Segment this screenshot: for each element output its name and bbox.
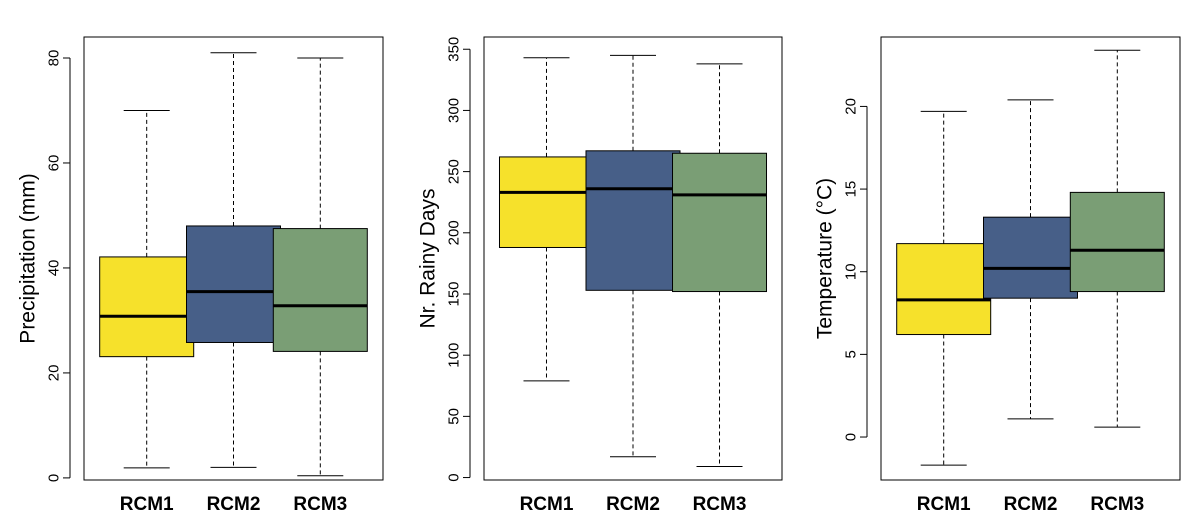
iqr-box: [272, 228, 368, 352]
x-category-label: RCM2: [1004, 494, 1058, 515]
plot-frame: [880, 36, 1181, 481]
y-tick-label: 350: [446, 37, 463, 62]
x-category-label: RCM3: [293, 494, 347, 515]
y-tick-label: 10: [843, 263, 860, 280]
y-tick-label: 5: [843, 350, 860, 358]
box-rcm3: RCM3: [672, 63, 768, 515]
x-category-label: RCM3: [1090, 494, 1144, 515]
box-rcm1: RCM1: [896, 110, 992, 515]
y-tick-label: 300: [446, 98, 463, 123]
x-category-label: RCM3: [693, 494, 747, 515]
x-category-label: RCM1: [917, 494, 971, 515]
y-tick-label: 50: [446, 408, 463, 425]
iqr-box: [1069, 191, 1165, 293]
box-rcm1: RCM1: [99, 109, 195, 515]
panel-3: 0 5 10 15 20 Temperature (°C) RCM1 RCM2 RCM3: [814, 36, 1181, 515]
panel-1: 0 20 40 60 80 Precipitation (mm) RCM1 RCM2 RCM3: [17, 36, 384, 515]
iqr-box: [99, 256, 195, 358]
x-category-label: RCM2: [606, 494, 660, 515]
y-axis-title: Temperature (°C): [814, 178, 837, 339]
iqr-box: [186, 225, 281, 343]
x-category-label: RCM1: [120, 494, 174, 515]
iqr-box: [672, 152, 768, 293]
y-tick-label: 200: [446, 220, 463, 245]
y-tick-label: 20: [46, 365, 63, 382]
plot-frame: [483, 36, 783, 481]
panel-2: 0 50 100 150 200 250 300 350 Nr. Rainy Days RCM1 R…: [417, 36, 783, 515]
box-rcm2: RCM2: [585, 54, 681, 515]
box-rcm3: RCM3: [1069, 49, 1165, 515]
y-tick-label: 150: [446, 281, 463, 306]
iqr-box: [983, 216, 1078, 299]
x-category-label: RCM1: [520, 494, 574, 515]
y-tick-label: 20: [843, 98, 860, 115]
box-rcm2: RCM2: [983, 99, 1078, 515]
y-tick-label: 100: [446, 343, 463, 368]
box-rcm2: RCM2: [186, 52, 281, 515]
iqr-box: [585, 150, 681, 291]
y-tick-label: 40: [46, 260, 63, 277]
y-axis-title: Precipitation (mm): [17, 173, 40, 343]
box-rcm3: RCM3: [272, 57, 368, 515]
plot-frame: [83, 36, 384, 481]
y-tick-label: 0: [446, 473, 463, 481]
y-tick-label: 0: [843, 433, 860, 441]
y-tick-label: 80: [46, 50, 63, 67]
y-tick-label: 15: [843, 181, 860, 198]
iqr-box: [498, 156, 594, 248]
y-axis-title: Nr. Rainy Days: [417, 188, 440, 328]
y-tick-label: 60: [46, 155, 63, 172]
y-tick-label: 250: [446, 159, 463, 184]
x-category-label: RCM2: [207, 494, 261, 515]
iqr-box: [896, 243, 992, 336]
y-tick-label: 0: [46, 474, 63, 482]
box-rcm1: RCM1: [498, 57, 594, 515]
